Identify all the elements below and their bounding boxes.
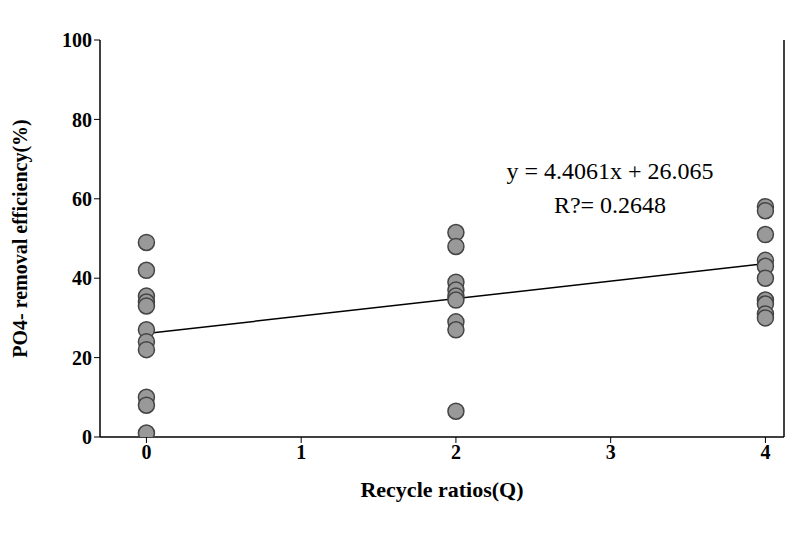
svg-text:4: 4 <box>760 441 770 463</box>
html-text:y = 4.4061x + 26.065: y = 4.4061x + 26.065 <box>506 158 714 184</box>
svg-text:60: 60 <box>72 188 92 210</box>
svg-text:0: 0 <box>141 441 151 463</box>
svg-text:0: 0 <box>82 426 92 448</box>
svg-text:PO4- removal efficiency(%): PO4- removal efficiency(%) <box>9 119 32 357</box>
svg-text:2: 2 <box>451 441 461 463</box>
svg-text:20: 20 <box>72 347 92 369</box>
html-text:R?= 0.2648: R?= 0.2648 <box>553 192 667 218</box>
svg-text:Recycle ratios(Q): Recycle ratios(Q) <box>360 477 523 502</box>
svg-text:100: 100 <box>62 29 92 51</box>
svg-text:40: 40 <box>72 267 92 289</box>
svg-text:1: 1 <box>296 441 306 463</box>
svg-text:3: 3 <box>606 441 616 463</box>
svg-text:80: 80 <box>72 109 92 131</box>
